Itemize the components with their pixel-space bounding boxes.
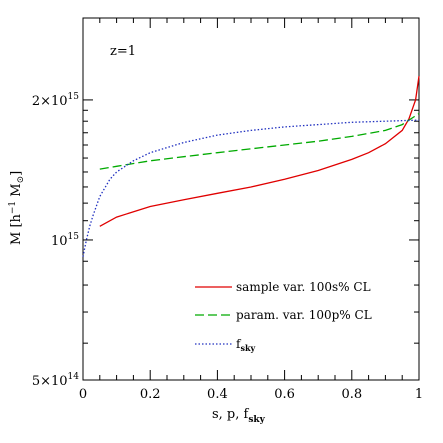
legend: sample var. 100s% CL param. var. 100p% CL… [195, 280, 372, 353]
legend-label: param. var. 100p% CL [236, 308, 372, 322]
y-axis-label-close: ] [9, 171, 24, 176]
series-line-1 [99, 76, 420, 227]
x-tick-label: 0 [79, 387, 87, 402]
plot-frame [82, 17, 420, 381]
x-tick-label: 0.6 [274, 387, 295, 402]
legend-label: fsky [236, 337, 256, 353]
y-axis-label-rest: M [9, 183, 24, 200]
legend-label: sample var. 100s% CL [236, 280, 371, 294]
y-tick-label: 5×1014 [32, 372, 79, 389]
x-tick-label: 1 [415, 387, 423, 402]
series-line-3 [82, 119, 420, 257]
axis-ticks [82, 17, 420, 381]
y-axis-label: M [h−1 M⊙] [8, 171, 26, 245]
x-tick-label: 0.4 [207, 387, 228, 402]
x-axis-label: s, p, fsky [212, 407, 266, 425]
z-annotation: z=1 [110, 44, 136, 59]
x-tick-label: 0.2 [140, 387, 161, 402]
series-group [82, 76, 420, 257]
y-tick-label: 2×1015 [32, 92, 79, 109]
x-tick-label: 0.8 [341, 387, 362, 402]
y-axis-label-sub: ⊙ [16, 176, 26, 184]
tick-labels: 0 0.2 0.4 0.6 0.8 1 5×1014 1015 2×1015 [32, 92, 423, 402]
y-tick-label: 1015 [51, 232, 79, 249]
x-axis-label-sub: sky [248, 415, 265, 425]
series-line-2 [99, 112, 420, 170]
y-axis-label-sup: −1 [8, 201, 18, 214]
